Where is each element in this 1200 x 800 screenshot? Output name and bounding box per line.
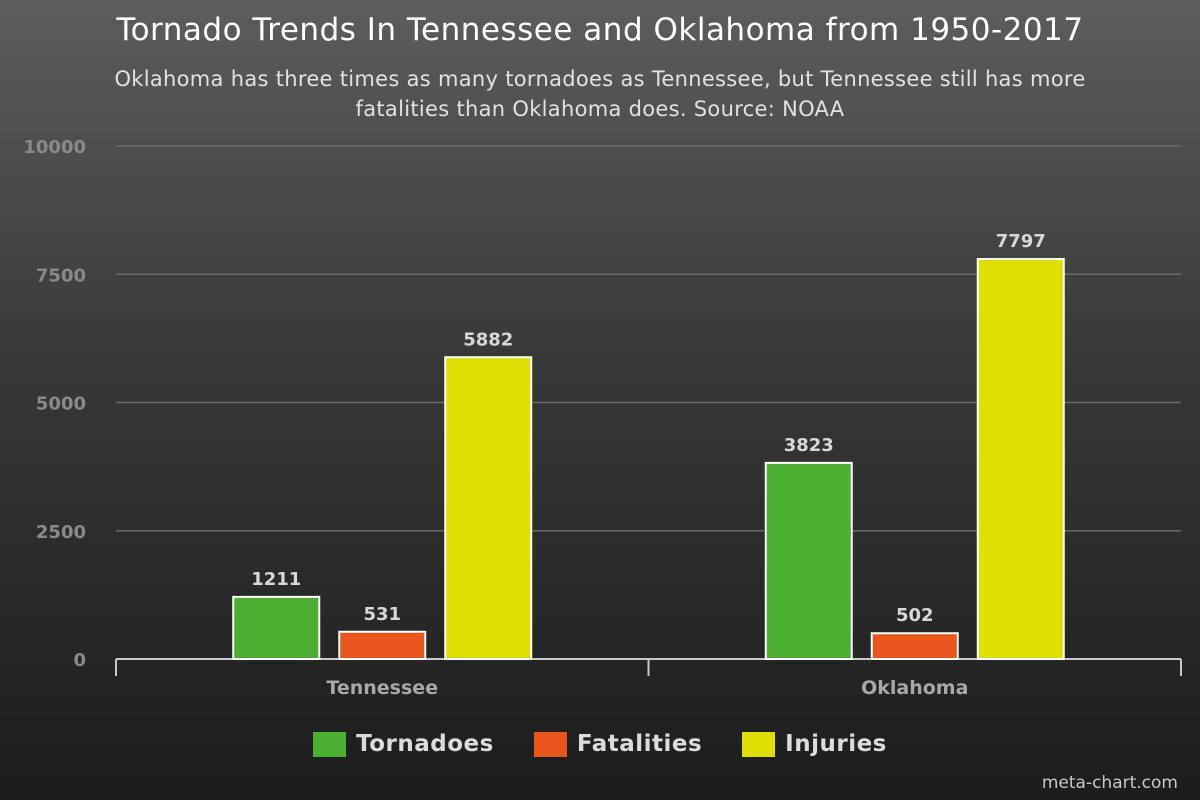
bar-injuries-tennessee — [444, 356, 533, 660]
x-tick-label: Tennessee — [326, 677, 438, 699]
bar-fatalities-oklahoma — [870, 632, 959, 660]
y-tick-label: 0 — [73, 650, 86, 671]
legend-item: Tornadoes — [313, 731, 494, 757]
bar-tornadoes-tennessee — [232, 595, 321, 660]
chart-title: Tornado Trends In Tennessee and Oklahoma… — [116, 12, 1084, 48]
legend-label: Tornadoes — [356, 731, 494, 757]
chart-subtitle-line-2: fatalities than Oklahoma does. Source: N… — [355, 97, 845, 121]
bar-injuries-oklahoma — [976, 258, 1065, 660]
watermark: meta-chart.com — [1041, 773, 1178, 793]
data-label: 7797 — [996, 231, 1046, 252]
legend-label: Fatalities — [576, 731, 703, 757]
bar-fatalities-tennessee — [338, 630, 427, 661]
legend-swatch — [313, 731, 347, 757]
legend-item: Injuries — [742, 731, 887, 757]
legend-swatch — [533, 731, 567, 757]
data-label: 531 — [363, 604, 401, 625]
y-tick-label: 5000 — [36, 394, 86, 415]
y-tick-label: 10000 — [23, 137, 86, 158]
data-label: 1211 — [251, 569, 301, 590]
chart-subtitle: Oklahoma has three times as many tornado… — [50, 64, 1150, 124]
x-tick-label: Oklahoma — [861, 677, 968, 699]
chart-subtitle-line-1: Oklahoma has three times as many tornado… — [114, 67, 1086, 91]
y-tick-label: 2500 — [36, 522, 86, 543]
legend-item: Fatalities — [533, 731, 703, 757]
y-tick-label: 7500 — [36, 265, 86, 286]
data-label: 502 — [896, 605, 934, 626]
chart-legend: Tornadoes Fatalities Injuries — [0, 731, 1200, 757]
legend-label: Injuries — [785, 731, 887, 757]
data-label: 3823 — [784, 435, 834, 456]
legend-swatch — [742, 731, 776, 757]
data-label: 5882 — [463, 329, 513, 350]
bar-tornadoes-oklahoma — [764, 461, 853, 660]
